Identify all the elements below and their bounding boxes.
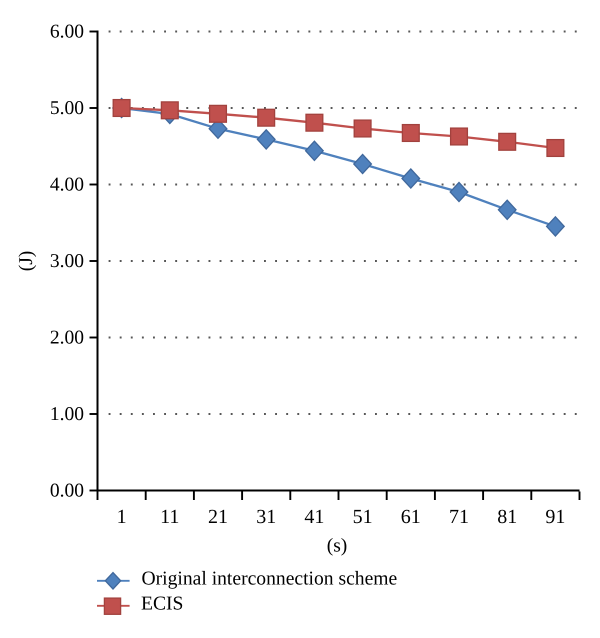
svg-text:(J): (J) <box>16 251 37 272</box>
svg-text:ECIS: ECIS <box>141 594 183 615</box>
svg-text:51: 51 <box>353 506 373 528</box>
svg-text:0.00: 0.00 <box>50 481 84 502</box>
svg-text:61: 61 <box>401 506 421 528</box>
svg-text:2.00: 2.00 <box>50 328 84 349</box>
svg-text:Original interconnection schem: Original interconnection scheme <box>142 569 398 590</box>
svg-text:21: 21 <box>208 506 228 528</box>
svg-text:81: 81 <box>497 506 517 528</box>
svg-text:41: 41 <box>304 506 324 528</box>
svg-text:1.00: 1.00 <box>50 404 84 425</box>
svg-text:31: 31 <box>256 506 276 528</box>
svg-text:1: 1 <box>117 506 127 528</box>
svg-text:71: 71 <box>449 506 469 528</box>
svg-text:4.00: 4.00 <box>50 175 84 196</box>
svg-text:3.00: 3.00 <box>50 251 84 272</box>
svg-text:5.00: 5.00 <box>50 98 84 119</box>
svg-text:(s): (s) <box>327 536 348 557</box>
svg-text:91: 91 <box>545 506 565 528</box>
svg-text:6.00: 6.00 <box>50 22 84 43</box>
svg-text:11: 11 <box>160 506 179 528</box>
